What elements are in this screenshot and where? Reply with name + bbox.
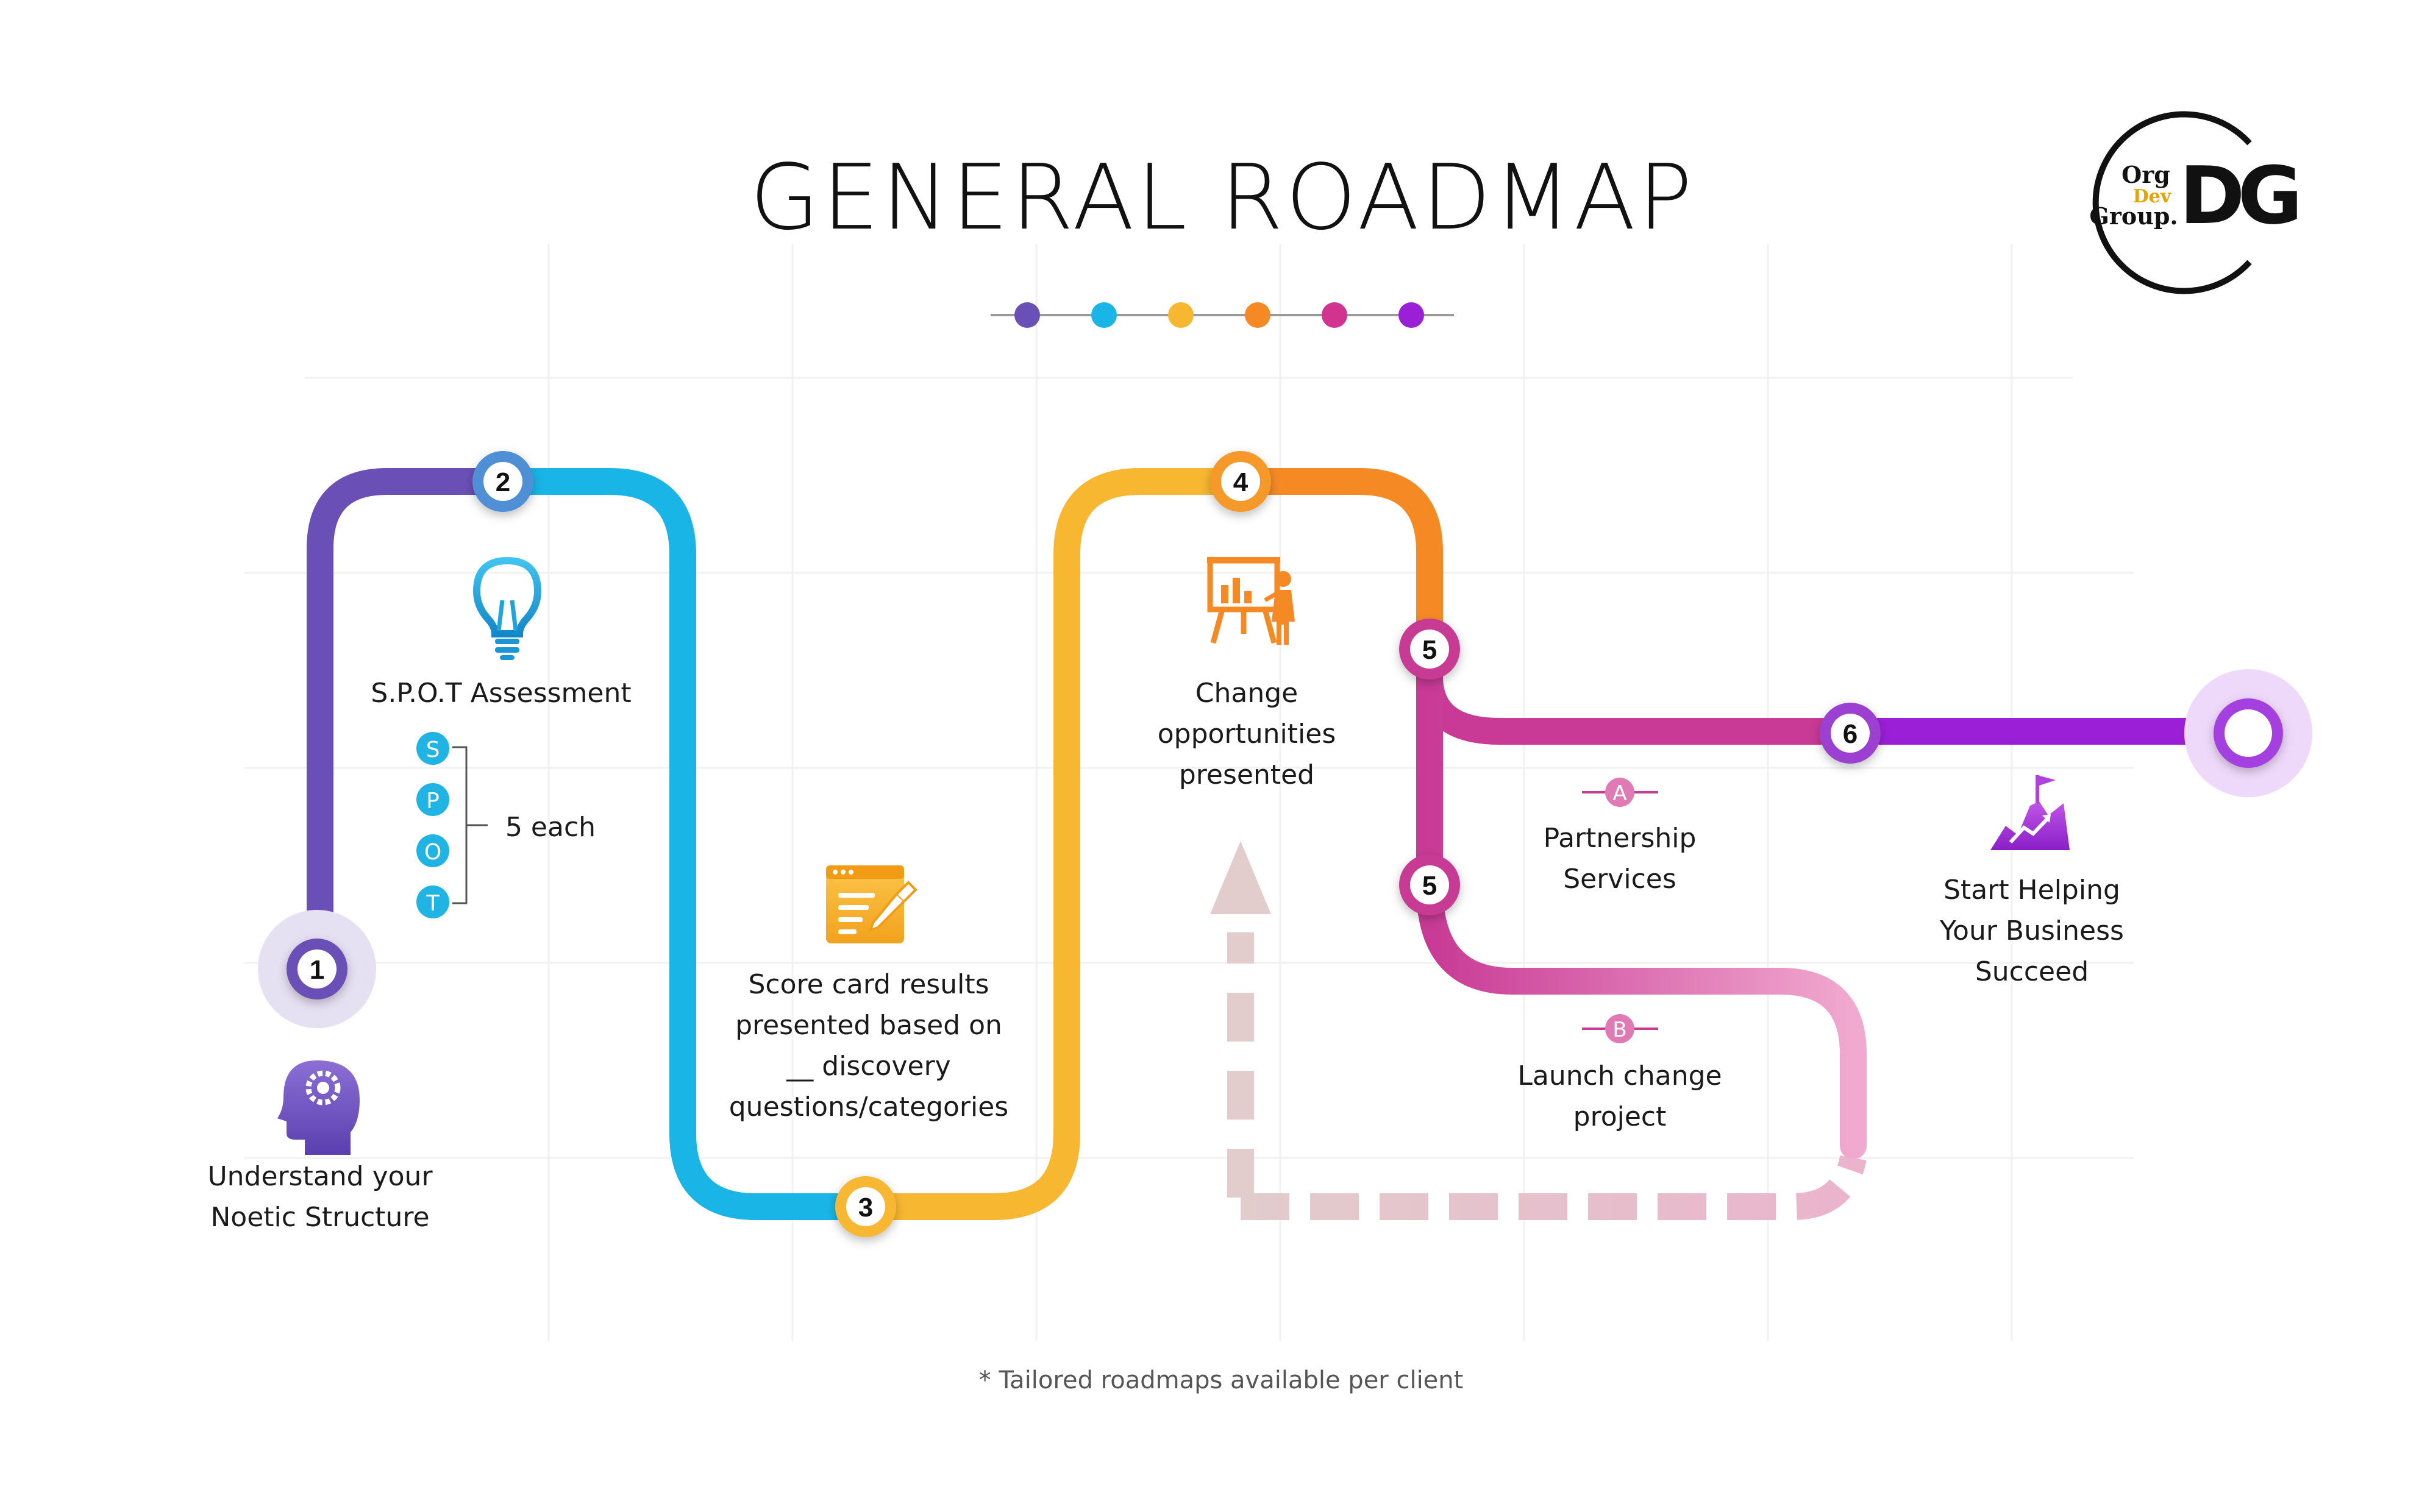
spot-note: 5 each <box>505 812 596 843</box>
step-6-label-line3: Succeed <box>1975 956 2089 987</box>
mountain-flag-icon <box>1990 775 2070 850</box>
step-6-label-line2: Your Business <box>1939 915 2124 946</box>
step-6-label-line1: Start Helping <box>1943 875 2120 906</box>
marker-b-label: B <box>1612 1018 1626 1042</box>
step-badge-6 <box>1820 703 1881 764</box>
step-5a-label-line2: Services <box>1563 864 1676 895</box>
dashed-return-path <box>1210 841 1867 1220</box>
step-2-label: S.P.O.T Assessment <box>371 678 631 709</box>
step-badge-6-number: 6 <box>1843 719 1858 749</box>
path-segment-magenta-lower <box>1416 636 1867 1159</box>
step-badge-2 <box>472 451 533 512</box>
legend-dot <box>1014 302 1040 328</box>
legend-dots <box>991 302 1454 328</box>
marker-a: A <box>1582 778 1658 807</box>
step-4-label-line2: opportunities <box>1158 719 1336 750</box>
spot-letters: S P O T <box>416 732 488 918</box>
spot-letter-t: T <box>426 891 440 916</box>
end-node <box>2214 698 2283 768</box>
step-badge-1 <box>287 939 347 999</box>
legend-dot <box>1091 302 1117 328</box>
step-badge-5b <box>1399 854 1460 915</box>
legend-dot <box>1245 302 1270 328</box>
roadmap-path <box>307 468 2263 1220</box>
footnote: * Tailored roadmaps available per client <box>979 1366 1464 1394</box>
marker-b: B <box>1582 1014 1658 1043</box>
lightbulb-icon <box>472 556 542 660</box>
page-title: GENERAL ROADMAP <box>750 145 1695 250</box>
step-5a-label-line1: Partnership <box>1544 823 1697 854</box>
step-badge-2-number: 2 <box>496 467 510 497</box>
logo-mark: DG <box>2179 149 2298 242</box>
spot-letter-s: S <box>426 737 440 762</box>
logo-line-org: Org <box>2121 161 2170 188</box>
dashed-arrow-head <box>1210 841 1271 914</box>
step-badge-5a <box>1399 619 1460 680</box>
step-5b-label-line1: Launch change <box>1517 1060 1722 1091</box>
step-badge-5a-number: 5 <box>1422 635 1437 665</box>
head-gear-icon <box>277 1060 360 1155</box>
document-pen-icon <box>826 865 917 943</box>
step-badge-1-number: 1 <box>310 955 324 985</box>
step-badge-3 <box>835 1176 896 1237</box>
spot-letter-o: O <box>424 840 441 865</box>
spot-bracket <box>452 746 488 904</box>
logo-line-group: Group. <box>2089 202 2178 230</box>
step-5b-label-line2: project <box>1573 1101 1667 1132</box>
step-badge-4-number: 4 <box>1233 467 1249 497</box>
marker-a-label: A <box>1612 781 1626 806</box>
step-badge-4 <box>1210 451 1271 512</box>
step-3-label-line2: presented based on <box>735 1010 1002 1041</box>
presentation-icon <box>1207 557 1295 645</box>
step-3-label-line4: questions/categories <box>729 1091 1008 1123</box>
path-segment-purple <box>307 468 516 982</box>
path-segment-yellow <box>852 468 1254 1220</box>
step-1-label-line1: Understand your <box>207 1161 433 1192</box>
step-1-label-line2: Noetic Structure <box>210 1202 429 1233</box>
spot-letter-p: P <box>426 789 440 814</box>
step-3-label-line1: Score card results <box>748 969 989 1000</box>
logo-line-dev: Dev <box>2133 186 2172 207</box>
step-3-label-line3: __ discovery <box>786 1051 950 1082</box>
step-4-label-line3: presented <box>1179 759 1314 790</box>
step-badge-3-number: 3 <box>858 1193 873 1223</box>
path-segment-magenta-upper <box>1416 636 1864 745</box>
legend-dot <box>1322 302 1347 328</box>
background-grid <box>244 244 2134 1341</box>
legend-dot <box>1168 302 1194 328</box>
step-4-label-line1: Change <box>1195 678 1298 709</box>
path-segment-orange <box>1227 468 1443 662</box>
step-badge-5b-number: 5 <box>1422 871 1437 901</box>
legend-dot <box>1398 302 1424 328</box>
path-segment-cyan <box>490 468 879 1220</box>
org-dev-group-logo: Org Dev Group. DG <box>2089 111 2305 294</box>
